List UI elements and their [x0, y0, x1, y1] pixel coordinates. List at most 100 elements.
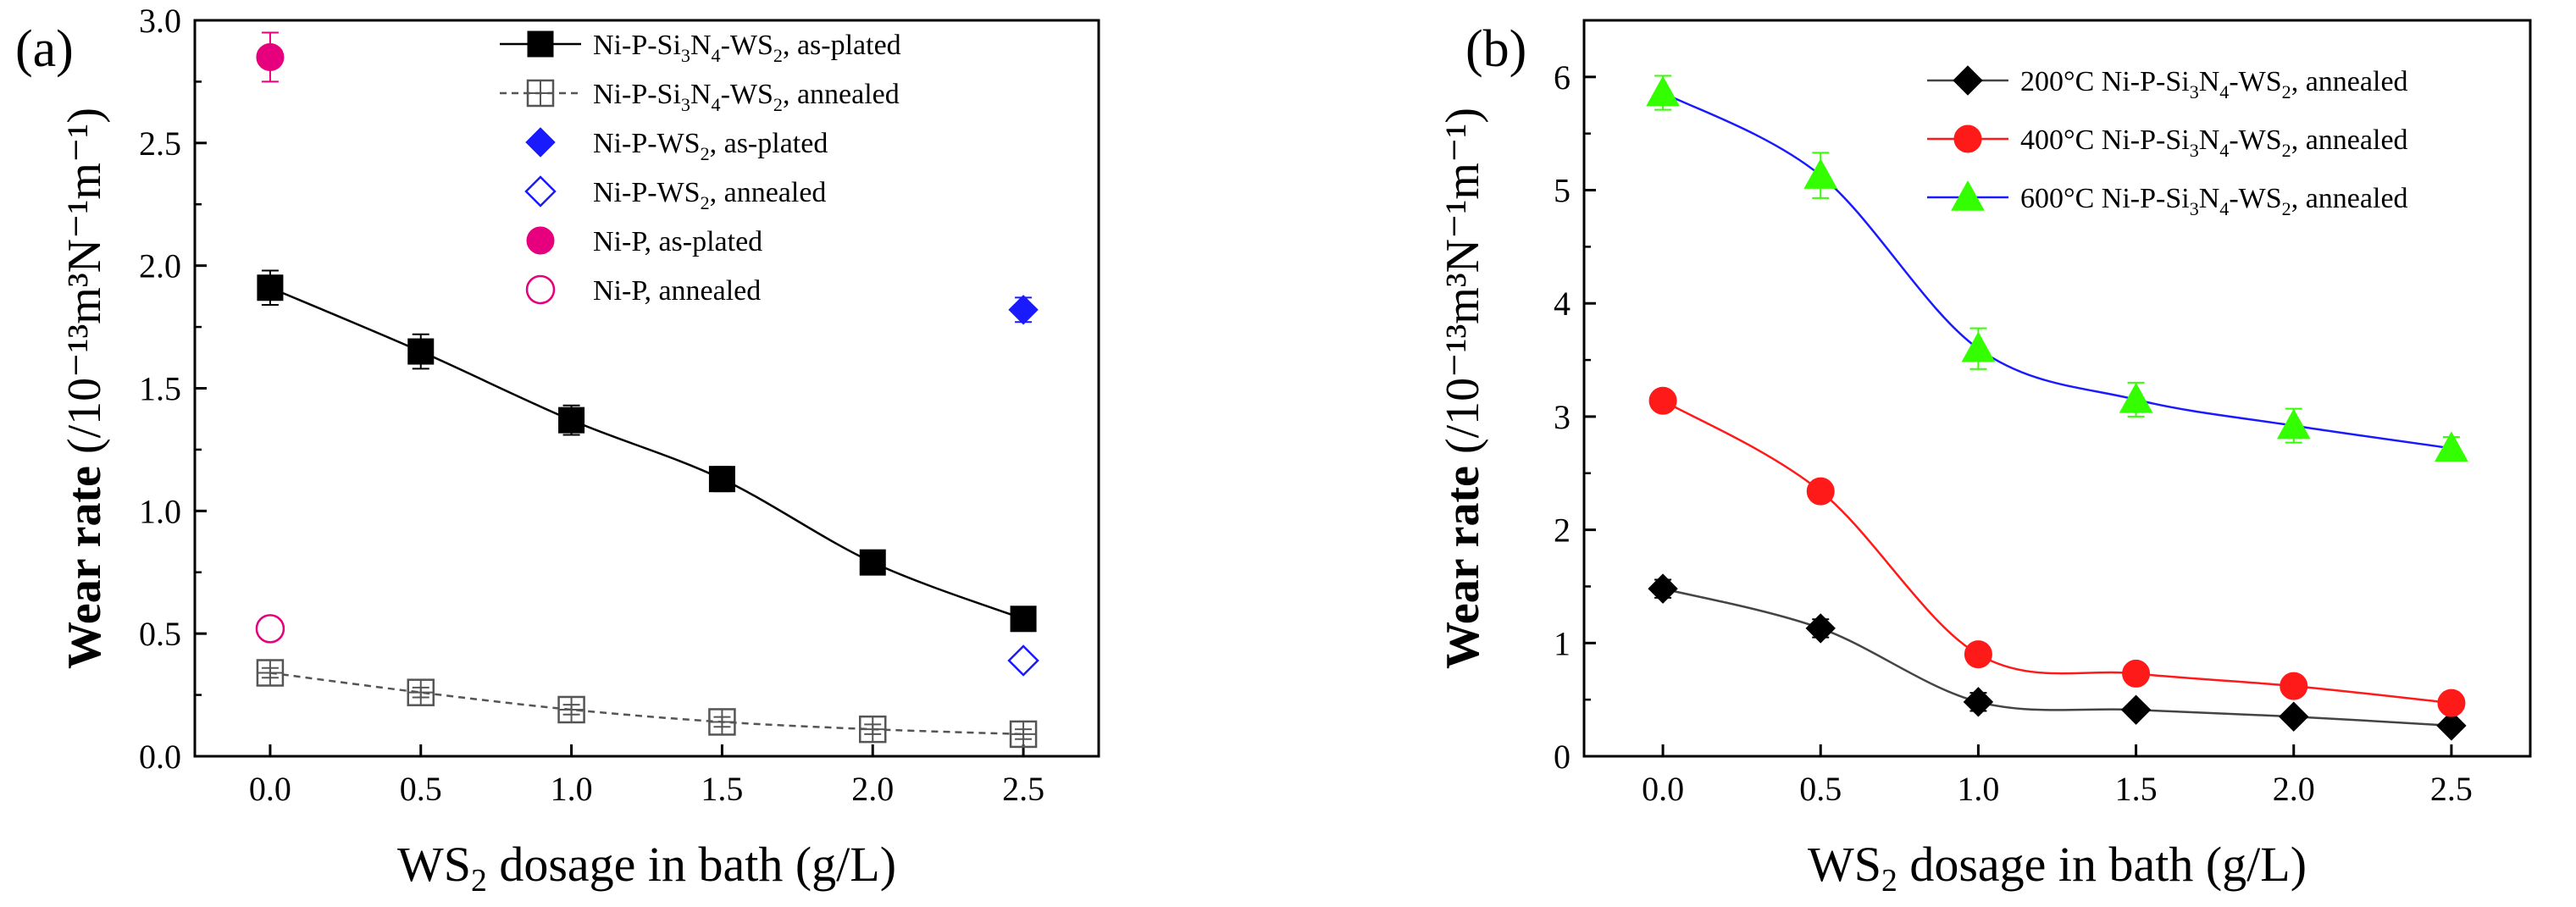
series-line [269, 286, 1024, 620]
x-tick-label: 0.5 [1799, 770, 1842, 808]
data-point [1964, 640, 1992, 669]
text-run: N [2199, 124, 2220, 156]
x-axis-title-rest: dosage in bath (g/L) [1897, 837, 2307, 892]
subscript: 4 [2219, 140, 2229, 161]
y-axis-title-unit: (/10⁻¹³m³N⁻¹m⁻¹) [58, 108, 111, 454]
x-tick-label: 1.0 [551, 770, 593, 808]
legend-marker [1953, 65, 1983, 96]
series-line [1662, 400, 2452, 705]
legend-label: 200°C Ni-P-Si3N4-WS2, annealed [2020, 66, 2408, 102]
data-point [2119, 382, 2153, 413]
legend-marker [1953, 124, 1982, 153]
text-run: -WS [721, 30, 773, 61]
text-run: N [690, 30, 712, 61]
subscript: 2 [773, 45, 783, 66]
subscript: 2 [2282, 198, 2291, 219]
legend-entry: Ni-P-Si3N4-WS2, as-plated [500, 30, 901, 66]
subscript: 2 [773, 94, 783, 115]
data-point [1648, 573, 1678, 604]
series-1 [256, 659, 1038, 749]
plot-frame [1582, 19, 2532, 758]
legend-marker [527, 30, 554, 58]
legend-label: 400°C Ni-P-Si3N4-WS2, annealed [2020, 124, 2408, 161]
y-tick-label: 6 [1554, 58, 1571, 97]
legend-marker [524, 175, 557, 207]
data-point [407, 338, 435, 365]
y-tick-label: 1 [1554, 624, 1571, 662]
y-tick-label: 3.0 [139, 2, 181, 40]
subscript: 3 [2190, 140, 2199, 161]
series-3 [1007, 644, 1039, 677]
subscript: 4 [2219, 198, 2229, 219]
x-tick-label: 1.0 [1957, 770, 1999, 808]
series-2 [1646, 75, 2468, 462]
x-axis-title-subscript: 2 [1881, 863, 1897, 899]
text-run: 600°C Ni-P-Si [2020, 183, 2190, 214]
text-run: , annealed [2291, 183, 2408, 214]
legend-marker [1951, 180, 1985, 211]
panel-label: (b) [1465, 20, 1526, 78]
x-tick-label: 1.5 [701, 770, 743, 808]
legend-label: Ni-P-WS2, as-plated [593, 128, 828, 164]
series-0 [1648, 573, 2467, 741]
text-run: , annealed [2291, 124, 2408, 156]
text-run: -WS [2229, 66, 2281, 97]
x-tick-label: 0.5 [400, 770, 442, 808]
y-tick-label: 0.0 [139, 738, 181, 776]
subscript: 3 [2190, 81, 2199, 102]
text-run: Ni-P-Si [593, 79, 681, 110]
y-tick-label: 0.5 [139, 615, 181, 653]
series-2 [1008, 295, 1039, 325]
series-4 [256, 31, 285, 83]
x-tick-label: 1.5 [2115, 770, 2158, 808]
subscript: 2 [701, 143, 710, 164]
text-run: Ni-P-Si [593, 30, 681, 61]
text-run: 400°C Ni-P-Si [2020, 124, 2190, 156]
y-tick-label: 5 [1554, 172, 1571, 210]
panel-label: (a) [15, 20, 74, 78]
subscript: 4 [712, 45, 721, 66]
data-point [708, 466, 735, 493]
series-1 [1648, 386, 2466, 717]
subscript: 3 [681, 94, 690, 115]
subscript: 4 [2219, 81, 2229, 102]
y-axis-title-unit: (/10⁻¹³m³N⁻¹m⁻¹) [1437, 108, 1489, 454]
series-line [1662, 587, 2451, 727]
legend-label: Ni-P, annealed [593, 275, 761, 307]
series-line [269, 672, 1024, 736]
subscript: 2 [701, 192, 710, 213]
data-point [1646, 75, 1680, 107]
y-axis-title-main: Wear rate [58, 466, 111, 669]
text-run: N [2199, 66, 2220, 97]
data-point [255, 614, 285, 644]
x-axis-title-subscript: 2 [471, 863, 487, 899]
text-run: , annealed [783, 79, 900, 110]
data-point [2122, 659, 2151, 688]
data-point [1008, 295, 1039, 325]
y-axis-title: Wear rate (/10⁻¹³m³N⁻¹m⁻¹) [58, 108, 111, 669]
data-point [1803, 158, 1838, 189]
legend-entry: Ni-P, annealed [525, 274, 761, 307]
data-point [1007, 644, 1039, 677]
legend-label: Ni-P-Si3N4-WS2, as-plated [593, 30, 901, 66]
text-run: , as-plated [710, 128, 828, 159]
text-run: Ni-P, annealed [593, 275, 761, 307]
legend-label: Ni-P, as-plated [593, 226, 762, 257]
y-axis-title-main: Wear rate [1437, 466, 1489, 669]
data-point [859, 549, 886, 576]
data-point [1648, 386, 1677, 415]
data-point [1010, 606, 1037, 633]
x-axis-title-rest: dosage in bath (g/L) [487, 837, 896, 892]
legend-marker [526, 226, 555, 255]
y-tick-label: 4 [1554, 285, 1571, 323]
y-tick-label: 2 [1554, 512, 1571, 550]
subscript: 2 [2282, 140, 2291, 161]
data-point [257, 274, 284, 301]
text-run: , as-plated [783, 30, 901, 61]
data-point [1805, 613, 1836, 644]
x-tick-label: 2.5 [1002, 770, 1044, 808]
subscript: 3 [2190, 198, 2199, 219]
legend-label: Ni-P-WS2, annealed [593, 177, 826, 213]
series-5 [255, 614, 285, 644]
